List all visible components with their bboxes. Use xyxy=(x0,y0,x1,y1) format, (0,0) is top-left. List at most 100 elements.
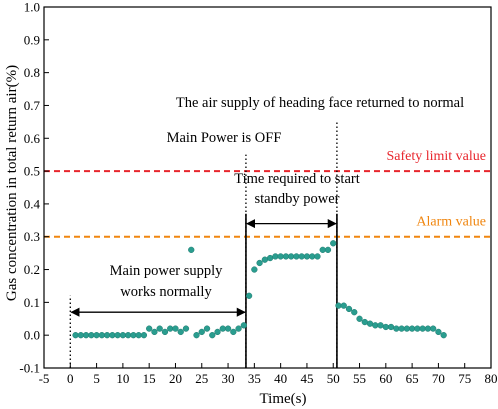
data-point xyxy=(266,254,274,262)
data-point xyxy=(303,253,311,260)
data-point xyxy=(340,302,347,309)
x-tick-label: 10 xyxy=(116,371,129,386)
data-point xyxy=(366,320,374,327)
data-point xyxy=(435,328,442,336)
data-point xyxy=(209,332,216,339)
x-tick-label: 45 xyxy=(300,371,313,386)
data-point xyxy=(172,325,179,332)
data-point xyxy=(288,253,295,260)
data-point xyxy=(261,256,269,263)
x-tick-label: 40 xyxy=(274,371,287,386)
data-point xyxy=(140,332,148,339)
data-point xyxy=(214,328,221,336)
data-point xyxy=(282,253,290,260)
data-point xyxy=(88,332,95,339)
data-point xyxy=(335,302,342,309)
data-point xyxy=(230,328,237,336)
y-tick-label: 1.0 xyxy=(24,0,40,15)
data-point xyxy=(356,315,363,322)
data-point xyxy=(98,332,105,339)
data-point xyxy=(424,325,432,332)
data-point xyxy=(398,325,405,332)
data-point xyxy=(361,318,368,326)
x-tick-label: 15 xyxy=(143,371,156,386)
data-point xyxy=(235,325,242,332)
data-point xyxy=(167,325,174,332)
data-point xyxy=(393,325,400,332)
data-point xyxy=(77,332,84,339)
data-point xyxy=(330,240,337,247)
x-tick-label: 0 xyxy=(67,371,74,386)
annotation-2: Time required to start xyxy=(234,171,360,187)
x-tick-label: 65 xyxy=(406,371,419,386)
data-point xyxy=(182,325,190,332)
data-point xyxy=(151,328,158,336)
data-point xyxy=(156,325,163,332)
x-tick-label: 25 xyxy=(195,371,208,386)
y-axis-label: Gas concentration in total return air(%) xyxy=(4,65,20,301)
data-point xyxy=(245,292,253,299)
data-point xyxy=(414,325,421,332)
y-tick-label: 0.9 xyxy=(24,32,40,47)
data-point xyxy=(114,332,121,339)
data-point xyxy=(146,325,153,332)
annotation-0: The air supply of heading face returned … xyxy=(176,95,464,111)
y-tick-label: 0.2 xyxy=(24,262,40,277)
data-point xyxy=(314,253,321,260)
x-tick-label: 80 xyxy=(485,371,498,386)
x-tick-label: 70 xyxy=(432,371,445,386)
y-tick-label: 0.0 xyxy=(24,328,40,343)
data-point xyxy=(177,328,184,336)
data-point xyxy=(430,325,437,332)
reference-label-1: Alarm value xyxy=(416,215,486,230)
reference-label-0: Safety limit value xyxy=(386,149,486,164)
data-point xyxy=(198,328,205,336)
data-point xyxy=(219,325,226,332)
data-point xyxy=(382,323,389,331)
y-tick-label: 0.6 xyxy=(24,131,41,146)
y-tick-label: -0.1 xyxy=(19,361,40,376)
data-point xyxy=(293,253,300,260)
data-point xyxy=(387,323,395,331)
x-tick-label: 60 xyxy=(379,371,392,386)
x-tick-label: -5 xyxy=(39,371,50,386)
data-point xyxy=(188,246,195,254)
data-point xyxy=(130,332,137,339)
x-axis-label: Time(s) xyxy=(260,391,307,407)
data-point xyxy=(161,328,169,336)
annotation-1: Main Power is OFF xyxy=(167,130,282,146)
plot-frame xyxy=(43,6,492,369)
data-point xyxy=(277,253,284,260)
data-point xyxy=(193,332,200,339)
annotation-5: works normally xyxy=(120,284,212,300)
data-point xyxy=(377,322,384,329)
data-point xyxy=(345,305,353,313)
y-tick-label: 0.5 xyxy=(24,164,40,179)
data-point xyxy=(109,332,116,339)
x-tick-label: 20 xyxy=(169,371,182,386)
data-point xyxy=(403,325,411,332)
data-point xyxy=(203,325,211,332)
data-point xyxy=(82,332,90,339)
data-point xyxy=(251,266,258,273)
data-point xyxy=(119,332,127,339)
data-point xyxy=(351,309,358,316)
x-tick-label: 75 xyxy=(458,371,471,386)
y-tick-label: 0.4 xyxy=(24,196,41,211)
x-tick-label: 35 xyxy=(248,371,261,386)
x-tick-label: 50 xyxy=(327,371,340,386)
y-tick-label: 0.7 xyxy=(24,98,41,113)
annotation-4: Main power supply xyxy=(110,263,224,279)
data-point xyxy=(135,332,142,339)
x-tick-label: 30 xyxy=(222,371,235,386)
y-tick-label: 0.3 xyxy=(24,229,40,244)
data-point xyxy=(309,253,316,260)
x-tick-label: 55 xyxy=(353,371,366,386)
data-point xyxy=(324,246,332,254)
y-tick-label: 0.1 xyxy=(24,295,40,310)
data-point xyxy=(372,322,379,329)
annotation-3: standby power xyxy=(255,191,340,207)
data-point xyxy=(256,259,263,267)
data-point xyxy=(408,325,416,332)
